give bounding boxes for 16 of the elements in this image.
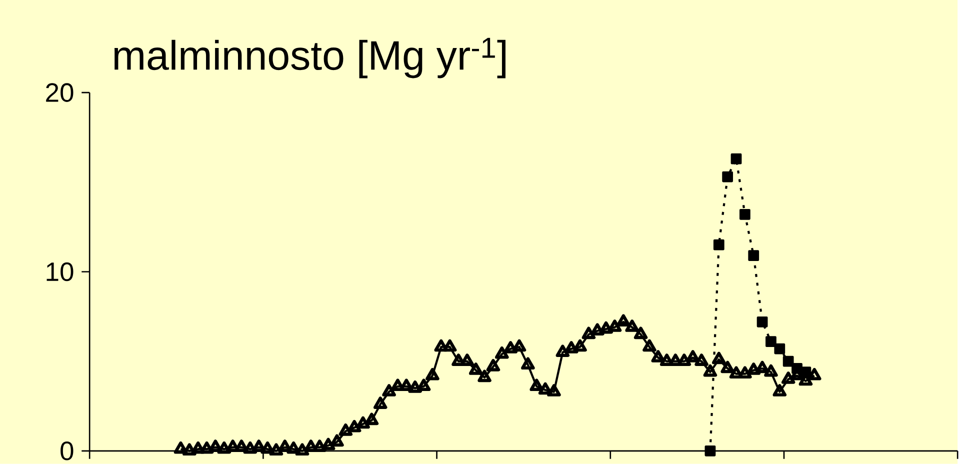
point bbox=[782, 356, 794, 367]
point bbox=[774, 343, 786, 354]
point bbox=[730, 153, 742, 164]
chart-title: malminnosto [Mg yr$^{-1}$] bbox=[114, 38, 506, 78]
point bbox=[722, 171, 734, 182]
point bbox=[756, 316, 768, 328]
point bbox=[713, 239, 724, 250]
point bbox=[748, 250, 760, 262]
y-tick-label: 0 bbox=[60, 442, 74, 460]
point bbox=[792, 363, 802, 374]
point bbox=[739, 208, 750, 220]
y-tick-label: 20 bbox=[46, 83, 74, 102]
point bbox=[800, 366, 812, 378]
y-tick-label: 10 bbox=[46, 262, 74, 282]
point bbox=[704, 445, 716, 456]
point bbox=[766, 336, 776, 348]
